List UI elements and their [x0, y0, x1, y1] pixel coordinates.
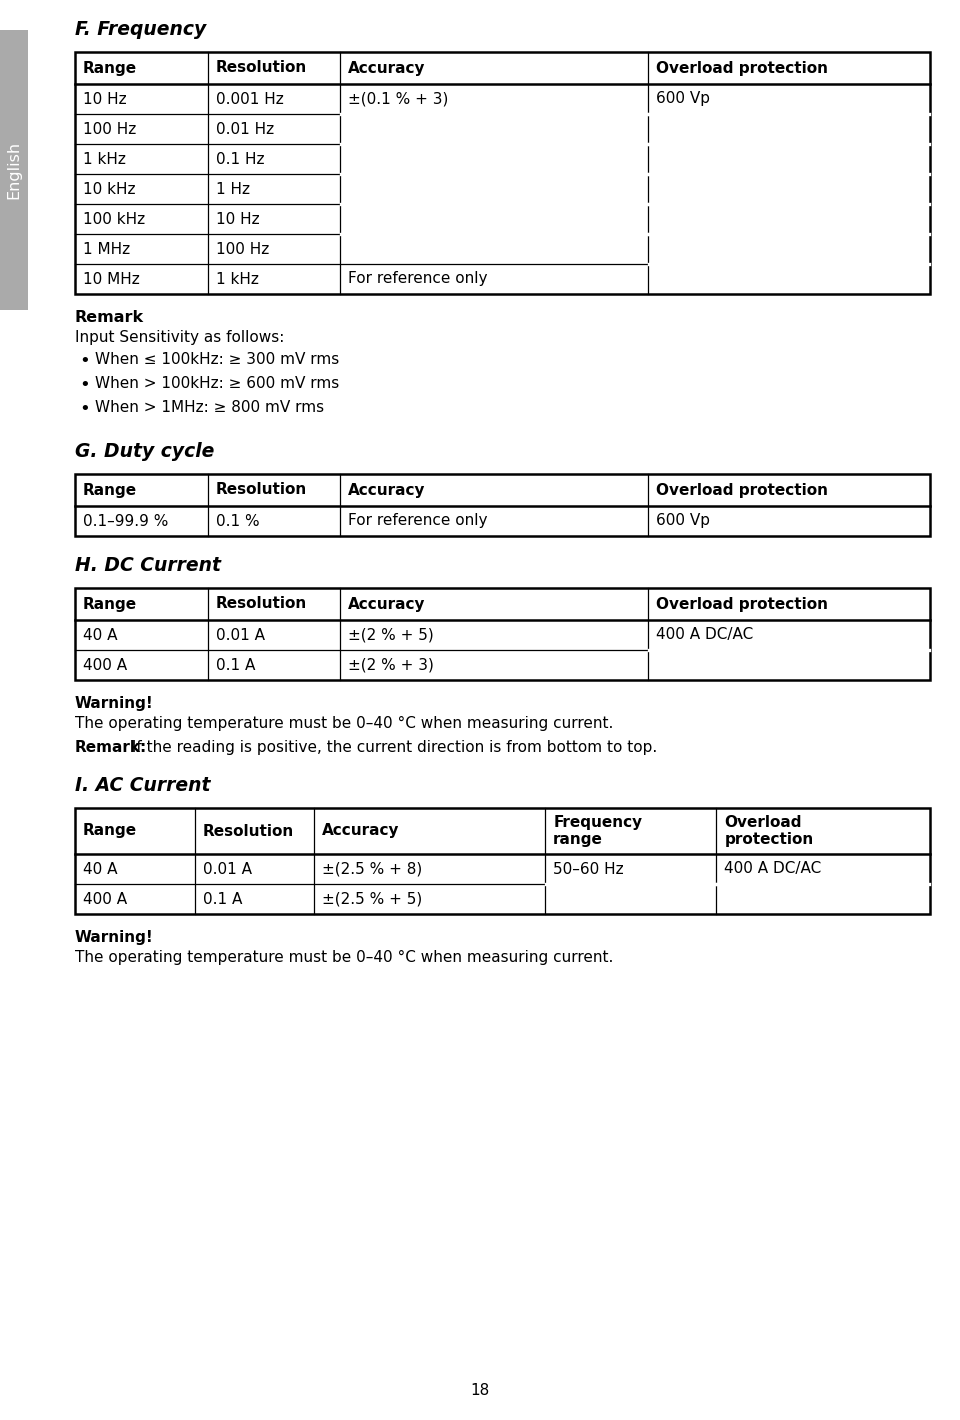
Text: Accuracy: Accuracy	[323, 824, 400, 838]
Text: Resolution: Resolution	[216, 596, 307, 612]
Text: The operating temperature must be 0–40 °C when measuring current.: The operating temperature must be 0–40 °…	[75, 950, 613, 966]
Text: 400 A DC/AC: 400 A DC/AC	[656, 628, 753, 642]
Text: Resolution: Resolution	[203, 824, 294, 838]
Text: 1 kHz: 1 kHz	[83, 152, 126, 166]
Text: Warning!: Warning!	[75, 696, 154, 711]
Text: 18: 18	[470, 1383, 490, 1399]
Text: Resolution: Resolution	[216, 61, 307, 75]
Text: For reference only: For reference only	[348, 271, 488, 287]
Text: 10 Hz: 10 Hz	[83, 91, 127, 106]
Text: Range: Range	[83, 596, 137, 612]
Text: 0.1 Hz: 0.1 Hz	[216, 152, 264, 166]
Text: 100 kHz: 100 kHz	[83, 212, 145, 227]
Text: Accuracy: Accuracy	[348, 483, 425, 497]
Text: 0.1 %: 0.1 %	[216, 514, 259, 528]
Text: 0.01 A: 0.01 A	[203, 862, 252, 876]
Text: Range: Range	[83, 483, 137, 497]
Text: ±(2.5 % + 5): ±(2.5 % + 5)	[323, 892, 422, 906]
Text: 50–60 Hz: 50–60 Hz	[553, 862, 624, 876]
Text: 0.1 A: 0.1 A	[203, 892, 242, 906]
Text: F. Frequency: F. Frequency	[75, 20, 206, 38]
Text: 10 Hz: 10 Hz	[216, 212, 259, 227]
Text: 600 Vp: 600 Vp	[656, 91, 709, 106]
Text: Overload protection: Overload protection	[656, 61, 828, 75]
Text: 1 kHz: 1 kHz	[216, 271, 258, 287]
Text: The operating temperature must be 0–40 °C when measuring current.: The operating temperature must be 0–40 °…	[75, 716, 613, 731]
Text: Remark: Remark	[75, 310, 144, 325]
Text: ±(2 % + 3): ±(2 % + 3)	[348, 657, 434, 673]
Text: When ≤ 100kHz: ≥ 300 mV rms: When ≤ 100kHz: ≥ 300 mV rms	[95, 352, 339, 366]
Text: Range: Range	[83, 61, 137, 75]
Text: English: English	[7, 141, 21, 199]
Text: 400 A: 400 A	[83, 657, 127, 673]
Text: When > 1MHz: ≥ 800 mV rms: When > 1MHz: ≥ 800 mV rms	[95, 400, 324, 415]
Text: For reference only: For reference only	[348, 514, 488, 528]
Text: H. DC Current: H. DC Current	[75, 557, 221, 575]
Text: 0.1–99.9 %: 0.1–99.9 %	[83, 514, 168, 528]
Text: Remark:: Remark:	[75, 740, 147, 755]
FancyBboxPatch shape	[0, 30, 28, 310]
Text: 0.001 Hz: 0.001 Hz	[216, 91, 283, 106]
Text: 0.01 A: 0.01 A	[216, 628, 265, 642]
Text: Resolution: Resolution	[216, 483, 307, 497]
Text: 10 kHz: 10 kHz	[83, 182, 135, 196]
Text: Warning!: Warning!	[75, 930, 154, 944]
Text: •: •	[79, 376, 89, 393]
Bar	[0, 30, 28, 310]
Text: Overload protection: Overload protection	[656, 483, 828, 497]
Text: •: •	[79, 400, 89, 417]
Text: 40 A: 40 A	[83, 862, 117, 876]
Text: 1 Hz: 1 Hz	[216, 182, 250, 196]
Text: 0.01 Hz: 0.01 Hz	[216, 122, 274, 136]
Text: ±(0.1 % + 3): ±(0.1 % + 3)	[348, 91, 448, 106]
Text: Range: Range	[83, 824, 137, 838]
Text: Accuracy: Accuracy	[348, 61, 425, 75]
Text: 100 Hz: 100 Hz	[83, 122, 136, 136]
Text: 600 Vp: 600 Vp	[656, 514, 709, 528]
Text: Overload protection: Overload protection	[656, 596, 828, 612]
Text: 0.1 A: 0.1 A	[216, 657, 255, 673]
Text: 40 A: 40 A	[83, 628, 117, 642]
Text: Overload
protection: Overload protection	[724, 815, 813, 848]
Text: G. Duty cycle: G. Duty cycle	[75, 442, 214, 462]
Text: ±(2.5 % + 8): ±(2.5 % + 8)	[323, 862, 422, 876]
Text: •: •	[79, 352, 89, 371]
Bar	[75, 808, 930, 914]
Bar	[75, 474, 930, 535]
Text: ±(2 % + 5): ±(2 % + 5)	[348, 628, 434, 642]
Bar	[75, 53, 930, 294]
Text: I. AC Current: I. AC Current	[75, 775, 210, 795]
Text: 400 A DC/AC: 400 A DC/AC	[724, 862, 822, 876]
Text: 100 Hz: 100 Hz	[216, 241, 269, 257]
Text: If the reading is positive, the current direction is from bottom to top.: If the reading is positive, the current …	[127, 740, 658, 755]
Text: When > 100kHz: ≥ 600 mV rms: When > 100kHz: ≥ 600 mV rms	[95, 376, 339, 390]
Bar	[75, 588, 930, 680]
Text: Frequency
range: Frequency range	[553, 815, 642, 848]
Text: Input Sensitivity as follows:: Input Sensitivity as follows:	[75, 329, 284, 345]
Text: 1 MHz: 1 MHz	[83, 241, 131, 257]
Text: Accuracy: Accuracy	[348, 596, 425, 612]
Text: 400 A: 400 A	[83, 892, 127, 906]
Text: 10 MHz: 10 MHz	[83, 271, 140, 287]
